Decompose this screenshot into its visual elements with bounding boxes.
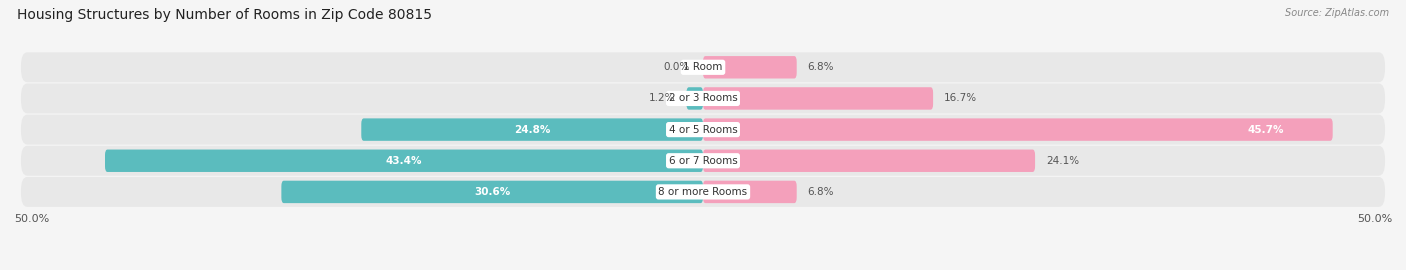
Text: 8 or more Rooms: 8 or more Rooms xyxy=(658,187,748,197)
Text: 1.2%: 1.2% xyxy=(650,93,675,103)
Text: 30.6%: 30.6% xyxy=(474,187,510,197)
Text: 45.7%: 45.7% xyxy=(1249,124,1285,135)
Text: 6.8%: 6.8% xyxy=(807,187,834,197)
Text: 6.8%: 6.8% xyxy=(807,62,834,72)
Text: 43.4%: 43.4% xyxy=(385,156,422,166)
Text: 16.7%: 16.7% xyxy=(945,93,977,103)
FancyBboxPatch shape xyxy=(21,146,1385,176)
FancyBboxPatch shape xyxy=(703,181,797,203)
FancyBboxPatch shape xyxy=(21,52,1385,82)
FancyBboxPatch shape xyxy=(703,56,797,79)
FancyBboxPatch shape xyxy=(21,115,1385,144)
FancyBboxPatch shape xyxy=(21,177,1385,207)
Text: Source: ZipAtlas.com: Source: ZipAtlas.com xyxy=(1285,8,1389,18)
Text: 50.0%: 50.0% xyxy=(14,214,49,224)
Text: 2 or 3 Rooms: 2 or 3 Rooms xyxy=(669,93,737,103)
Text: Housing Structures by Number of Rooms in Zip Code 80815: Housing Structures by Number of Rooms in… xyxy=(17,8,432,22)
FancyBboxPatch shape xyxy=(686,87,703,110)
FancyBboxPatch shape xyxy=(703,87,934,110)
Text: 4 or 5 Rooms: 4 or 5 Rooms xyxy=(669,124,737,135)
FancyBboxPatch shape xyxy=(105,150,703,172)
FancyBboxPatch shape xyxy=(703,118,1333,141)
Text: 6 or 7 Rooms: 6 or 7 Rooms xyxy=(669,156,737,166)
Text: 50.0%: 50.0% xyxy=(1357,214,1392,224)
FancyBboxPatch shape xyxy=(281,181,703,203)
Text: 24.1%: 24.1% xyxy=(1046,156,1080,166)
FancyBboxPatch shape xyxy=(703,150,1035,172)
FancyBboxPatch shape xyxy=(21,83,1385,113)
Text: 24.8%: 24.8% xyxy=(515,124,550,135)
Text: 0.0%: 0.0% xyxy=(664,62,689,72)
Text: 1 Room: 1 Room xyxy=(683,62,723,72)
Legend: Owner-occupied, Renter-occupied: Owner-occupied, Renter-occupied xyxy=(572,266,834,270)
FancyBboxPatch shape xyxy=(361,118,703,141)
